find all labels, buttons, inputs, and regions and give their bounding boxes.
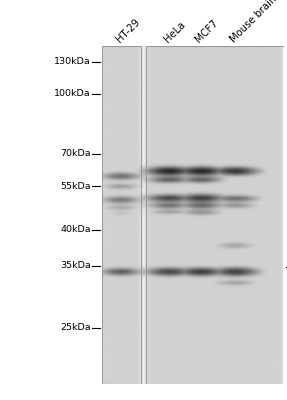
Text: HT-29: HT-29 bbox=[114, 16, 141, 44]
Text: 130kDa: 130kDa bbox=[54, 58, 91, 66]
Text: 25kDa: 25kDa bbox=[60, 324, 91, 332]
Text: 100kDa: 100kDa bbox=[54, 90, 91, 98]
Bar bbox=[146, 46, 283, 384]
Bar bbox=[102, 46, 141, 384]
Text: Mouse brain: Mouse brain bbox=[228, 0, 279, 44]
Text: MCF7: MCF7 bbox=[194, 17, 220, 44]
Text: 40kDa: 40kDa bbox=[60, 226, 91, 234]
Text: HeLa: HeLa bbox=[162, 19, 187, 44]
Text: 55kDa: 55kDa bbox=[60, 182, 91, 190]
Text: 35kDa: 35kDa bbox=[60, 262, 91, 270]
Text: 70kDa: 70kDa bbox=[60, 150, 91, 158]
